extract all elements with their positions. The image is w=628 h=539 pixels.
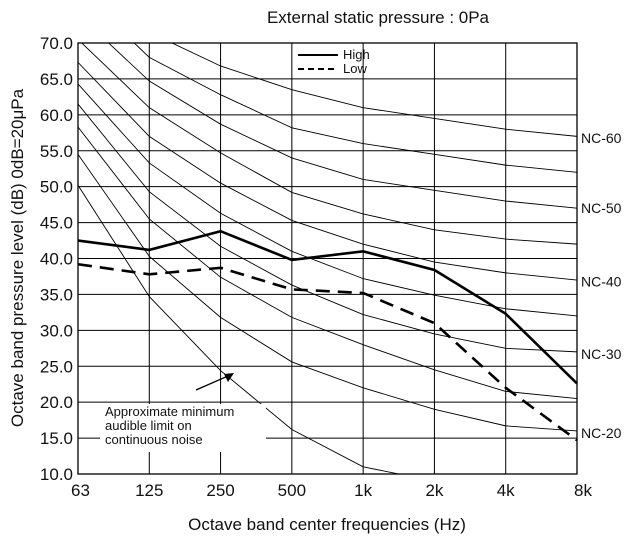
nc-label: NC-60	[581, 130, 622, 146]
x-tick-label: 500	[278, 481, 306, 500]
audible-limit-annotation: Approximate minimum audible limit on con…	[100, 373, 266, 452]
legend-low-label: Low	[343, 61, 367, 76]
y-tick-label: 60.0	[40, 106, 73, 125]
plot-frame	[77, 42, 578, 475]
nc-label: NC-40	[581, 273, 622, 289]
tick-labels: 10.0 15.0 20.0 25.0 30.0 35.0 40.0 45.0 50.0 55.0…	[40, 34, 593, 500]
x-tick-label: 2k	[425, 481, 443, 500]
nc-curve-0	[78, 184, 402, 474]
annotation-line-1: Approximate minimum	[105, 404, 234, 419]
y-axis-title: Octave band pressure level (dB) 0dB=20μP…	[8, 88, 27, 427]
x-tick-label: 250	[206, 481, 234, 500]
nc-curve-4	[78, 83, 577, 317]
y-tick-label: 25.0	[40, 357, 73, 376]
nc-labels: NC-60 NC-50 NC-40 NC-30 NC-20	[581, 130, 622, 441]
annotation-arrow-head	[224, 373, 234, 382]
nc-curve-7	[108, 43, 577, 209]
y-tick-label: 30.0	[40, 321, 73, 340]
y-tick-label: 15.0	[40, 429, 73, 448]
y-tick-label: 55.0	[40, 142, 73, 161]
nc-curve-8	[133, 43, 577, 173]
y-tick-label: 65.0	[40, 70, 73, 89]
nc-label: NC-20	[581, 425, 622, 441]
x-tick-label: 1k	[354, 481, 372, 500]
nc-curve-5	[78, 62, 577, 281]
grid	[78, 43, 577, 474]
nc-curve-2	[78, 126, 577, 400]
x-tick-label: 125	[135, 481, 163, 500]
nc-label: NC-50	[581, 200, 622, 216]
series-lines	[77, 229, 578, 442]
y-tick-label: 35.0	[40, 285, 73, 304]
chart-title: External static pressure : 0Pa	[267, 8, 490, 27]
y-tick-label: 20.0	[40, 393, 73, 412]
nc-curve-1	[78, 154, 577, 432]
nc-label: NC-30	[581, 346, 622, 362]
y-tick-label: 40.0	[40, 250, 73, 269]
annotation-line-3: continuous noise	[105, 432, 203, 447]
nc-curve-6	[81, 43, 577, 245]
nc-curve-9	[170, 43, 577, 137]
y-tick-label: 45.0	[40, 214, 73, 233]
x-tick-label: 8k	[574, 481, 592, 500]
x-tick-label: 4k	[497, 481, 515, 500]
x-axis-title: Octave band center frequencies (Hz)	[188, 515, 466, 534]
annotation-line-2: audible limit on	[105, 418, 192, 433]
y-tick-label: 50.0	[40, 178, 73, 197]
series-line-low	[77, 262, 578, 442]
legend-high-label: High	[343, 47, 370, 62]
x-tick-label: 63	[71, 481, 90, 500]
series-line-high	[77, 229, 578, 385]
legend: High Low	[298, 47, 370, 76]
y-tick-label: 10.0	[40, 465, 73, 484]
y-tick-label: 70.0	[40, 34, 73, 53]
nc-curve-3	[78, 103, 577, 353]
annotation-arrow-shaft	[195, 375, 229, 391]
annotation-background	[100, 404, 266, 452]
